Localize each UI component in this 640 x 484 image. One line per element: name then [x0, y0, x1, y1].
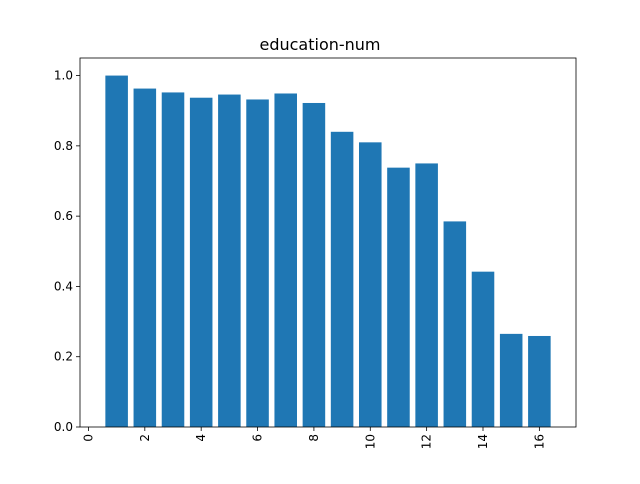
x-tick-label: 2 [138, 434, 152, 442]
bar [330, 131, 354, 428]
bar [274, 93, 297, 428]
bars-layer [105, 75, 551, 428]
y-tick-label: 1.0 [54, 69, 73, 83]
y-axis-ticks: 0.0 0.2 0.4 0.6 0.8 1.0 [54, 69, 80, 434]
x-axis-ticks: 0 2 4 6 8 10 12 14 16 [81, 427, 546, 449]
y-tick-label: 0.8 [54, 139, 73, 153]
y-tick-label: 0.6 [54, 209, 73, 223]
bar [499, 333, 523, 427]
bar [302, 102, 326, 427]
x-tick-label: 0 [81, 434, 95, 442]
x-tick-label: 4 [194, 434, 208, 442]
bar [246, 99, 269, 427]
y-tick-label: 0.2 [54, 350, 73, 364]
bar [443, 221, 467, 427]
x-tick-label: 16 [532, 434, 546, 449]
bar [218, 94, 241, 428]
bar [359, 142, 382, 427]
chart-title: education-num [259, 35, 380, 54]
x-tick-label: 14 [476, 434, 490, 449]
bar [415, 163, 438, 427]
bar [471, 271, 495, 427]
y-tick-label: 0.4 [54, 279, 73, 293]
x-tick-label: 8 [307, 434, 321, 442]
y-tick-label: 0.0 [54, 420, 73, 434]
x-tick-label: 10 [363, 434, 377, 449]
bar [189, 97, 213, 428]
bar [161, 92, 185, 427]
plot-frame [79, 57, 577, 428]
bar [528, 335, 551, 427]
bar [133, 88, 157, 427]
x-tick-label: 6 [251, 434, 265, 442]
x-tick-label: 12 [420, 434, 434, 449]
bar [387, 167, 410, 427]
bar [105, 75, 128, 427]
